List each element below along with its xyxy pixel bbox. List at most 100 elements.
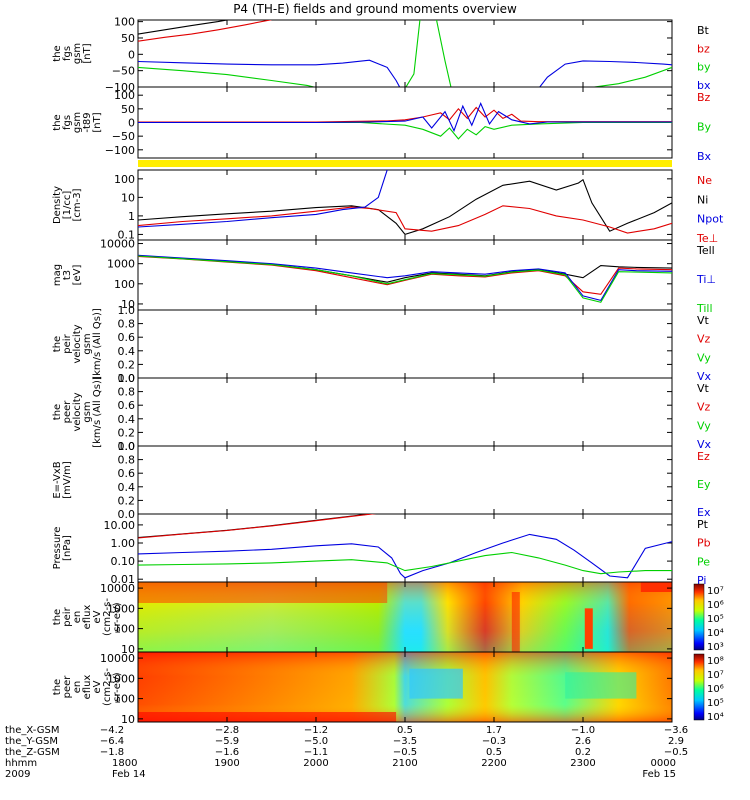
legend-vt: Vt [697,314,710,327]
y-tick-label: −100 [105,144,135,157]
footer-row-label: 2009 [5,769,30,780]
footer-row-label: the_Z-GSM [5,747,60,758]
y-axis-label: the [52,114,63,130]
legend-vz: Vz [697,333,711,346]
y-tick-label: −50 [112,130,135,143]
series-bz-line [138,106,672,123]
y-axis-label: E=-VxB [52,461,63,498]
series-pi-line [138,533,672,579]
series-bx-line [138,59,672,87]
panel-frame [137,169,673,241]
y-axis-label: sr-eV) [112,602,123,631]
series-bt-line [138,20,231,35]
colorbar-label: 10⁶ [707,684,724,695]
y-tick-label: 0.6 [118,331,136,344]
y-axis-label: [1/cc] [62,191,73,220]
y-tick-label: 1000 [107,258,135,271]
y-tick-label: 0.0 [118,508,136,521]
y-tick-label: 10 [121,713,135,726]
y-axis-label: velocity [72,392,83,431]
footer-value: 2200 [481,758,506,769]
y-tick-label: 0.8 [118,454,136,467]
y-axis-label: gsm [82,401,93,422]
legend-npot: Npot [697,213,724,226]
legend-ex: Ex [697,506,711,519]
footer-row-label: the_X-GSM [5,725,59,736]
footer-value: −2.8 [215,725,239,736]
y-tick-label: 100 [114,173,135,186]
legend-vx: Vx [697,370,712,383]
y-axis-label: gsm [82,333,93,354]
series-group [138,514,672,579]
legend-by: by [697,61,711,74]
colorbar-label: 10³ [707,642,724,653]
legend-te: Te⊥ [696,232,718,245]
colorbar-label: 10⁸ [707,656,724,667]
panel-frame [137,377,673,447]
series-ni-line [138,178,672,236]
footer-value: −0.5 [393,747,417,758]
footer-value: 0.2 [575,747,591,758]
legend-ti: Ti⊥ [696,273,716,286]
spec-hot-band [138,582,388,603]
footer-value: 1800 [112,758,137,769]
legend-bx: Bx [697,150,712,163]
spec-cool-patch [409,668,463,699]
y-axis-label: [nPa] [62,535,73,561]
y-tick-label: 100 [114,693,135,706]
y-tick-label: 10 [121,643,135,656]
footer-value: −4.2 [100,725,124,736]
y-axis-label: [nT] [82,43,93,63]
footer-value: −3.5 [393,736,417,747]
colorbar-label: 10⁷ [707,670,724,681]
y-tick-label: 0.6 [118,467,136,480]
legend-ne: Ne [697,174,712,187]
spectrogram-electron [138,652,672,722]
legend-tell: Tell [696,244,715,257]
panel-frame [137,239,673,311]
y-tick-label: 100 [114,278,135,291]
legend-pb: Pb [697,537,711,550]
colorbar-label: 10⁷ [707,586,724,597]
footer-value: −5.0 [304,736,328,747]
y-tick-label: 1.00 [111,537,136,550]
series-ne-line [138,205,672,234]
y-axis-label: Density [52,186,63,224]
y-axis-label: the [52,336,63,352]
y-tick-label: 1.0 [118,304,136,317]
footer-value: 0000 [651,758,676,769]
y-axis-label: velocity [72,324,83,363]
y-tick-label: 100 [114,89,135,102]
legend-pt: Pt [697,518,709,531]
footer-value: 0.5 [486,747,502,758]
footer-value: −1.6 [215,747,239,758]
footer-value: 1.7 [486,725,502,736]
legend-bx: bx [697,79,711,92]
series-by-line [138,20,672,87]
footer-value: −0.5 [664,747,688,758]
y-axis-label: gsm [72,43,83,64]
y-axis-label: the [52,679,63,695]
y-axis-label: [km/s (All Qs)] [92,308,103,380]
y-axis-label: t3 [62,270,73,280]
legend-till: Till [696,302,713,315]
footer-value: Feb 15 [642,769,676,780]
y-axis-label: [nT] [92,112,103,132]
spectrogram-ion [138,582,672,652]
legend-by: By [697,121,712,134]
panel-frame [137,309,673,379]
series-npot-line [138,170,388,228]
legend-bz: Bz [697,91,711,104]
footer-value: −1.1 [304,747,328,758]
footer-value: 2.9 [668,736,684,747]
y-axis-label: fgs [62,46,73,61]
footer-value: −1.2 [304,725,328,736]
panel-state_bar [138,160,672,167]
y-tick-label: 0.4 [118,413,136,426]
y-tick-label: 10000 [100,238,135,251]
footer-value: −0.3 [482,736,506,747]
y-tick-label: 0.0 [118,372,136,385]
y-axis-label: eV [92,610,103,623]
